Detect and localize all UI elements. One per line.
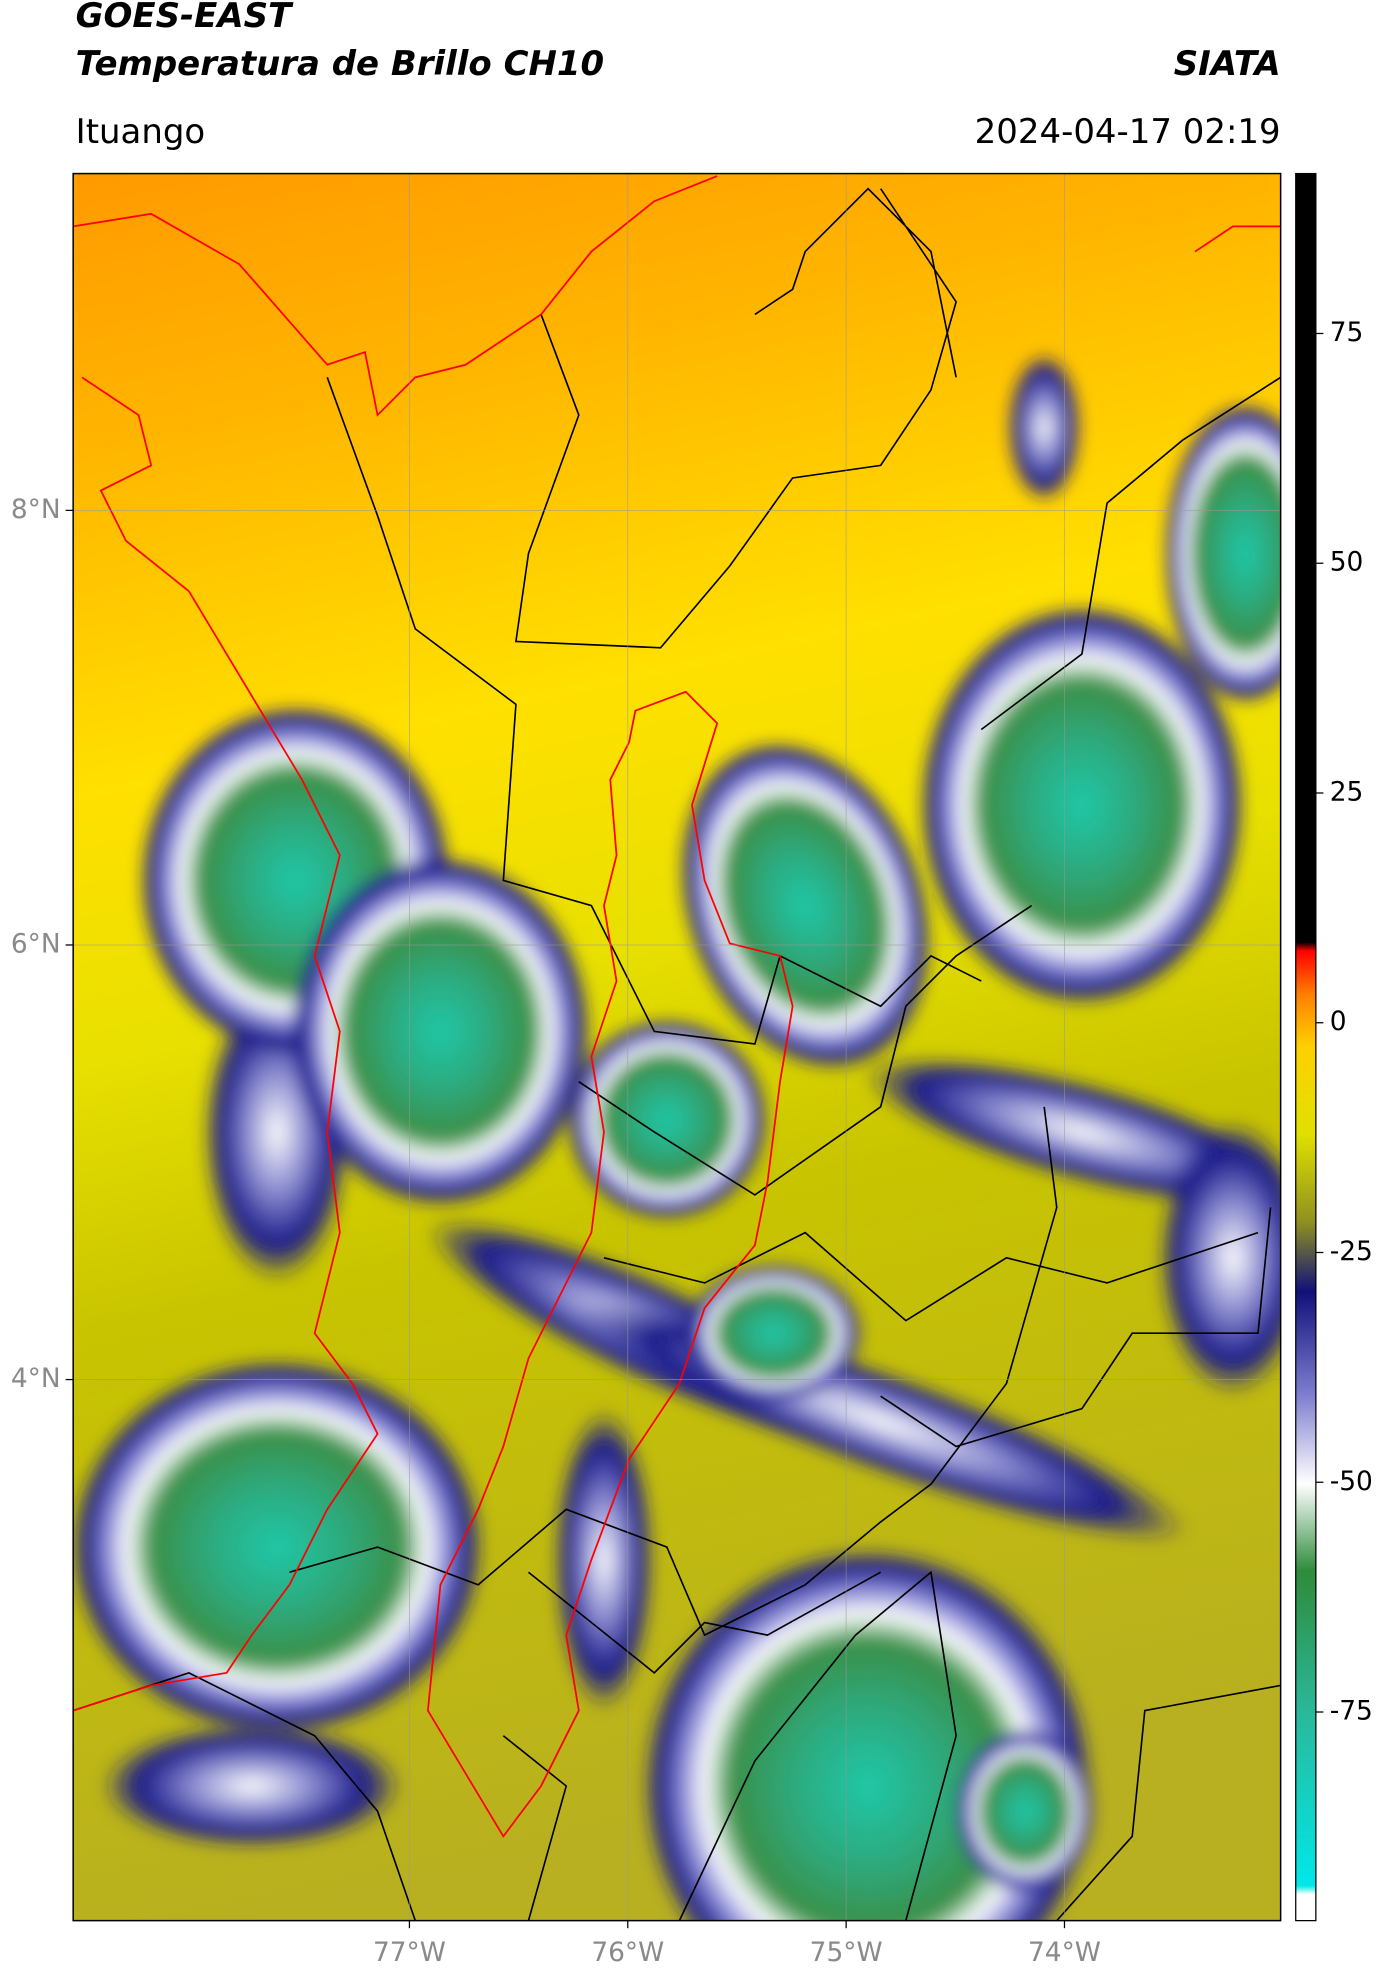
x-tick-label: 77°W [373,1937,446,1968]
colorbar-tick-label: -50 [1330,1466,1373,1497]
colorbar-tick-label: 0 [1330,1006,1347,1037]
colorbar-tick-label: 75 [1330,317,1364,348]
subtitle: Temperatura de Brillo CH10 [76,44,604,84]
title: GOES-EAST [76,0,294,36]
y-tick-label: 8°N [11,494,61,525]
colorbar-tick-label: 25 [1330,776,1364,807]
y-tick-label: 4°N [11,1363,61,1394]
x-tick-label: 74°W [1028,1937,1101,1968]
y-tick-label: 6°N [11,928,61,959]
colorbar [1295,172,1317,1922]
x-tick-label: 76°W [591,1937,664,1968]
colorbar-tick-label: -25 [1330,1236,1373,1267]
header: GOES-EAST Temperatura de Brillo CH10 SIA… [76,0,1281,152]
colorbar-tick-label: -75 [1330,1696,1373,1727]
colorbar-tick-label: 50 [1330,547,1364,578]
satellite-image [73,173,1281,1921]
timestamp: 2024-04-17 02:19 [975,112,1281,152]
location: Ituango [76,112,206,152]
map-frame [72,172,1282,1922]
x-tick-label: 75°W [810,1937,883,1968]
source: SIATA [1174,44,1281,84]
